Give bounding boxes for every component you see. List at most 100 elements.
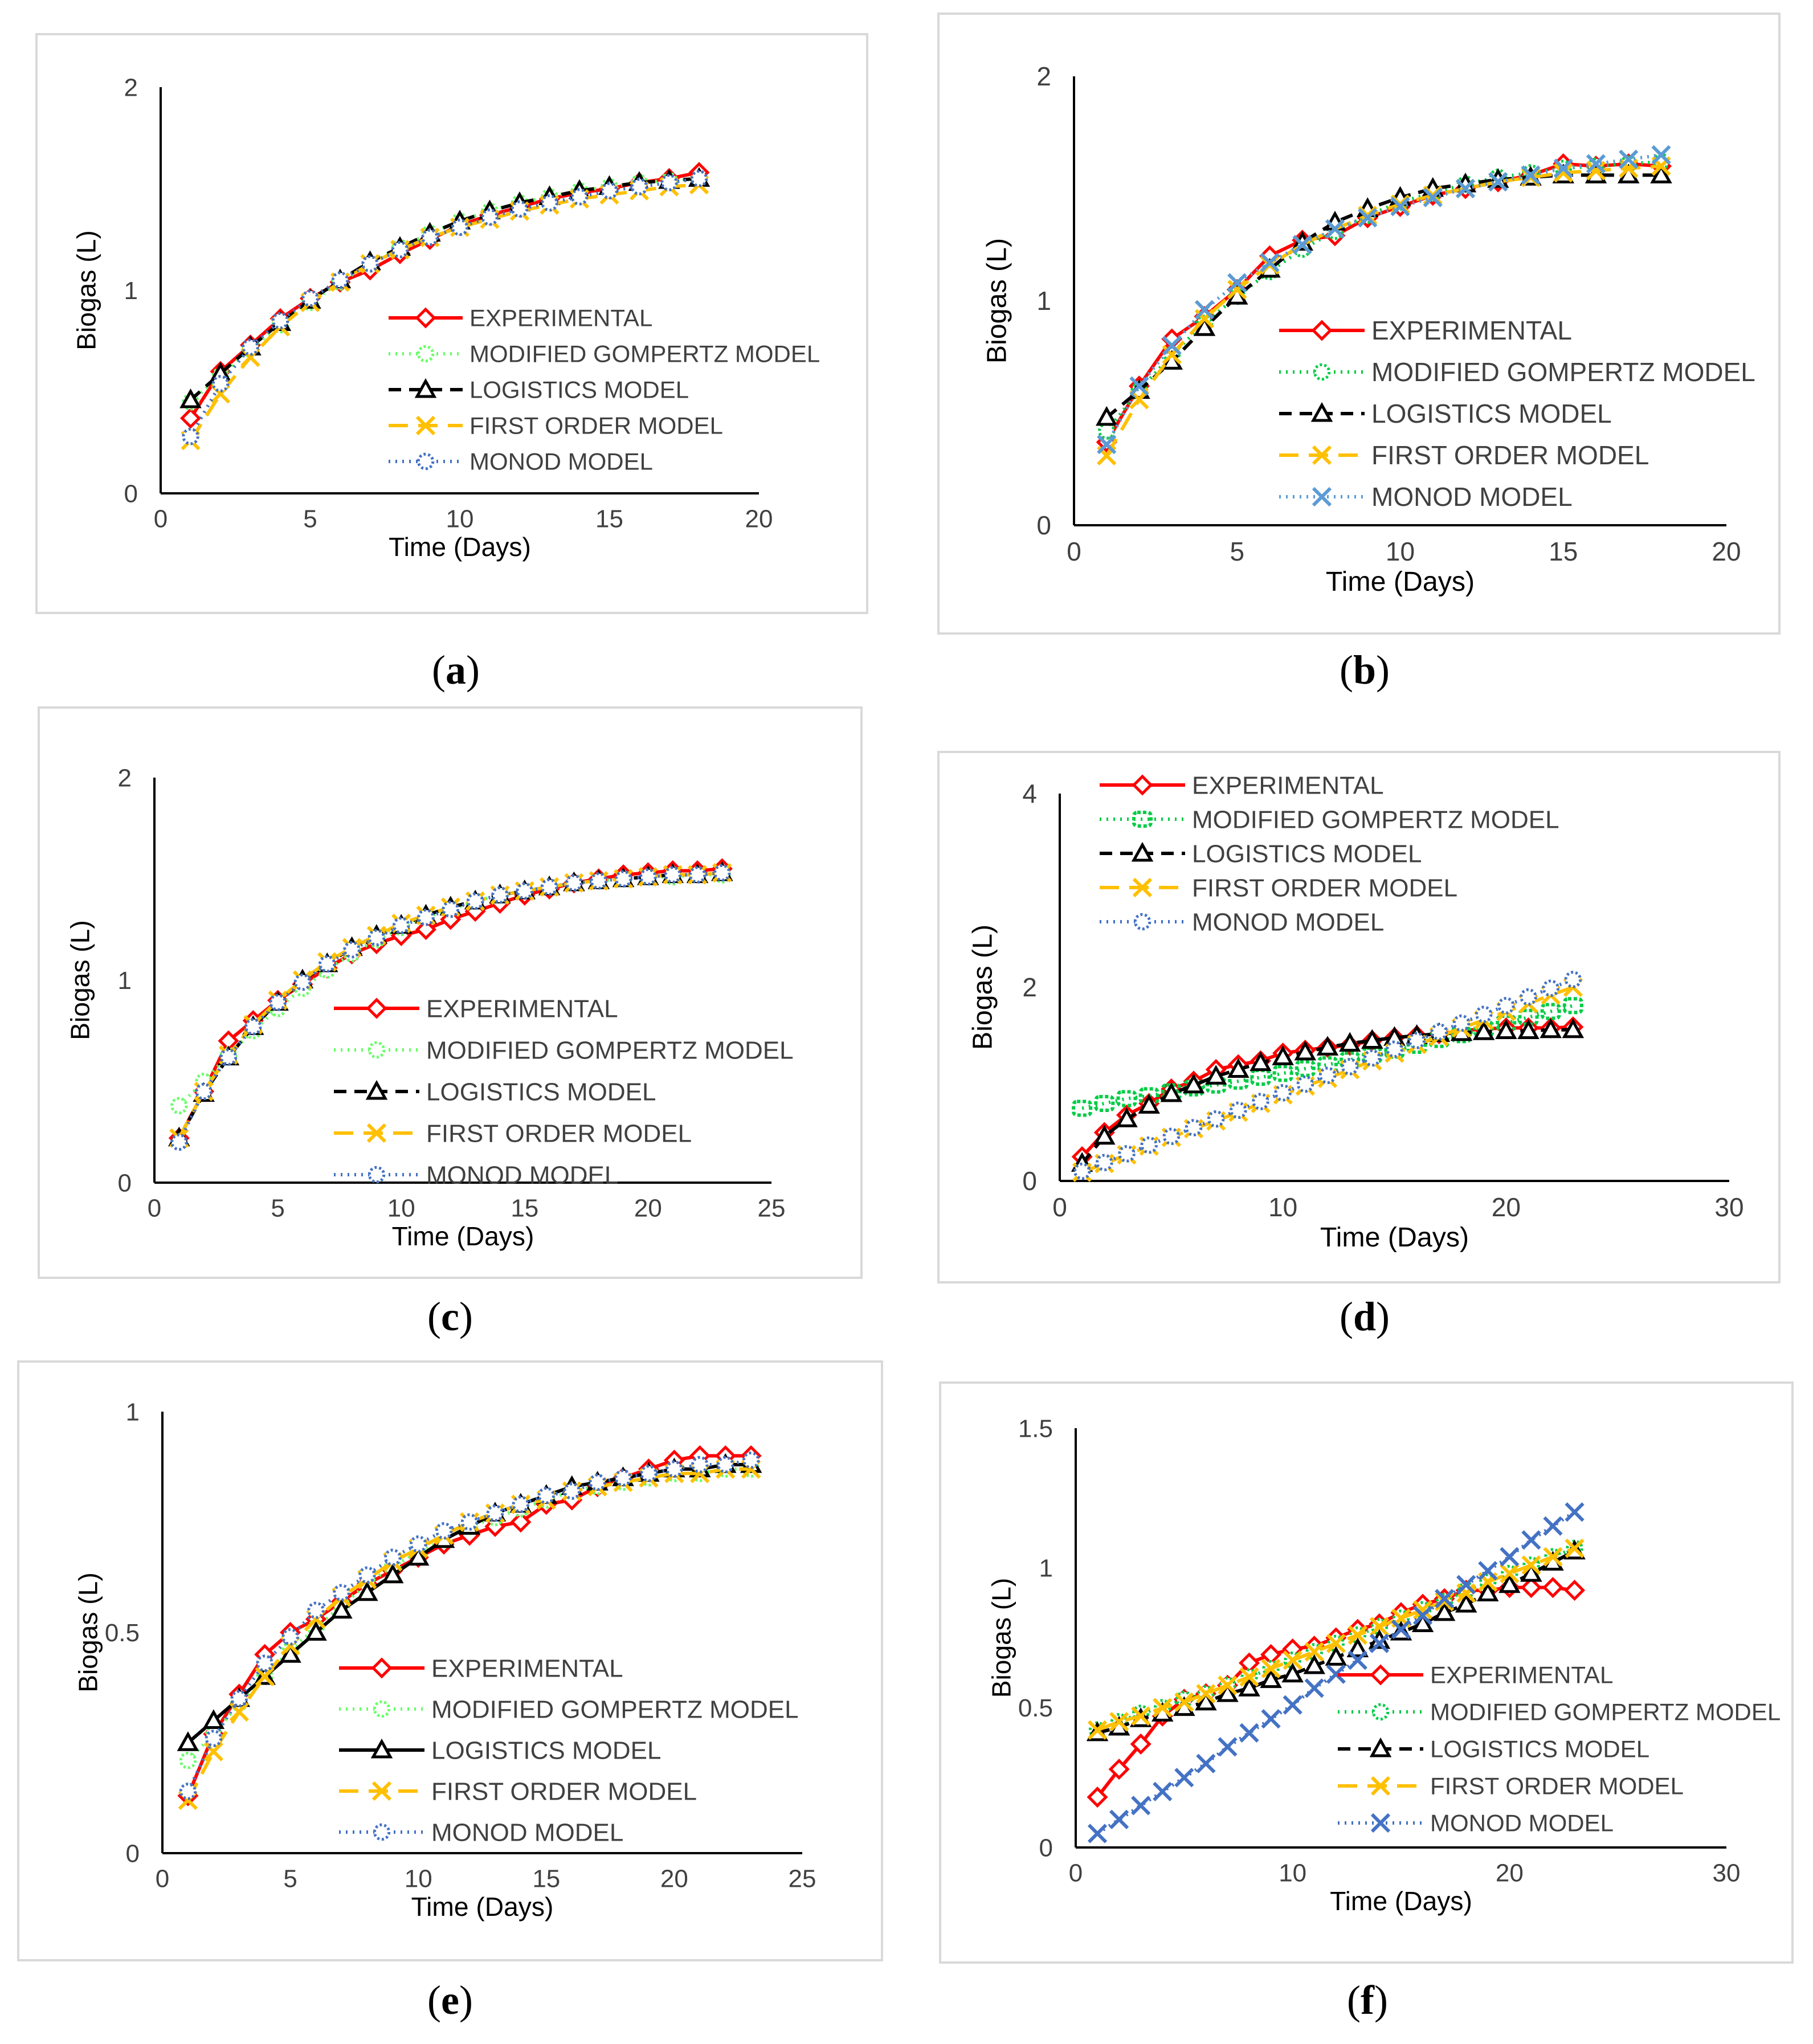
data-point	[1472, 1020, 1495, 1040]
data-point	[486, 1505, 504, 1522]
y-tick-label: 0.5	[1018, 1694, 1053, 1722]
legend-item: EXPERIMENTAL	[1100, 771, 1384, 799]
series-line	[189, 177, 700, 403]
legend-marker	[368, 1041, 386, 1059]
series-experimental	[1087, 1577, 1586, 1808]
caption-a: (a)	[432, 647, 480, 693]
x-tick-label: 10	[1268, 1192, 1297, 1222]
data-point	[601, 182, 618, 200]
legend-item: LOGISTICS MODEL	[1100, 840, 1422, 868]
data-point	[1196, 1753, 1216, 1773]
series-modified-gompertz-model	[1098, 153, 1670, 440]
data-point	[1228, 1072, 1249, 1090]
legend-marker	[1369, 1737, 1392, 1757]
data-point	[417, 909, 435, 926]
data-point	[1520, 1561, 1542, 1582]
data-point	[1521, 1530, 1541, 1550]
x-tick-label: 0	[1067, 537, 1081, 566]
legend-label: EXPERIMENTAL	[1430, 1662, 1613, 1689]
data-point	[305, 1621, 327, 1641]
legend-item: LOGISTICS MODEL	[1279, 399, 1612, 428]
legend-label: MODIFIED GOMPERTZ MODEL	[1371, 357, 1755, 387]
data-point	[1204, 1065, 1227, 1085]
data-point	[415, 919, 437, 941]
x-tick-label: 15	[595, 505, 623, 533]
data-point	[1423, 187, 1443, 207]
legend-item: MONOD MODEL	[1338, 1810, 1614, 1837]
x-tick-label: 10	[387, 1194, 415, 1222]
x-tick-label: 0	[154, 505, 168, 533]
data-point	[293, 973, 312, 991]
axes: 0 10 20 30 0 0.5 1 1.5	[1018, 1415, 1741, 1887]
data-point	[1304, 1642, 1324, 1662]
data-point	[688, 866, 707, 884]
data-point	[182, 427, 199, 445]
data-point	[640, 1465, 658, 1482]
data-point	[179, 388, 202, 408]
data-point	[1281, 1662, 1304, 1683]
legend-item: EXPERIMENTAL	[334, 995, 618, 1023]
data-point	[1452, 1014, 1471, 1032]
x-tick-label: 5	[271, 1194, 284, 1222]
data-point	[1218, 1675, 1238, 1695]
legend-label: MONOD MODEL	[1430, 1810, 1614, 1837]
data-point	[391, 240, 409, 259]
data-point	[511, 200, 529, 218]
x-tick-label: 0	[1069, 1859, 1083, 1887]
legend-label: MODIFIED GOMPERTZ MODEL	[426, 1036, 794, 1064]
chart-a: 0 5 10 15 20 0 1 2 Time (Days) Biogas (L) EXPERIME…	[72, 73, 820, 562]
data-point	[244, 1018, 262, 1036]
data-point	[1540, 1018, 1562, 1039]
data-point	[1185, 1119, 1203, 1137]
data-point	[1261, 1658, 1281, 1679]
data-point	[1488, 172, 1508, 192]
data-point	[205, 1730, 223, 1747]
data-point	[1553, 158, 1573, 178]
data-point	[1216, 1682, 1239, 1702]
data-point	[639, 868, 657, 886]
data-point	[1518, 1008, 1539, 1026]
x-tick-label: 20	[660, 1865, 688, 1892]
data-point	[1411, 1612, 1434, 1632]
y-tick-label: 0.5	[105, 1619, 140, 1647]
data-point	[255, 1666, 275, 1687]
data-point	[1303, 1654, 1325, 1674]
legend-marker	[414, 378, 437, 398]
data-point	[1138, 1094, 1160, 1114]
legend-marker	[415, 307, 436, 329]
data-point	[343, 941, 361, 959]
x-tick-label: 5	[283, 1865, 297, 1892]
chart-c: 0 5 10 15 20 25 0 1 2 Time (Days) Biogas (L) EXPERI…	[66, 764, 794, 1251]
data-point	[491, 886, 509, 904]
legend-marker	[1370, 1664, 1391, 1686]
data-point	[1193, 316, 1216, 336]
y-tick-label: 4	[1022, 779, 1037, 808]
data-point	[1562, 1018, 1585, 1039]
data-point	[1109, 1712, 1129, 1732]
data-point	[318, 955, 336, 973]
data-point	[1341, 1058, 1359, 1076]
data-point	[1195, 1690, 1217, 1711]
legend-label: FIRST ORDER MODEL	[431, 1777, 697, 1805]
legend-item: LOGISTICS MODEL	[389, 377, 689, 403]
data-point	[1138, 1087, 1159, 1105]
x-tick-label: 10	[405, 1865, 432, 1892]
data-point	[1227, 273, 1247, 293]
data-point	[242, 338, 259, 356]
axes: 0 10 20 30 0 2 4	[1022, 779, 1743, 1222]
data-point	[1543, 1516, 1563, 1536]
legend-label: LOGISTICS MODEL	[1371, 399, 1612, 428]
data-point	[1087, 1787, 1108, 1808]
data-point	[1093, 1125, 1116, 1145]
data-point	[1118, 1145, 1136, 1163]
y-axis-title: Biogas (L)	[72, 230, 101, 350]
data-point	[1196, 1684, 1216, 1704]
series-line	[186, 1467, 752, 1801]
data-point	[1272, 1065, 1293, 1082]
x-tick-label: 0	[156, 1865, 169, 1892]
data-point	[435, 1522, 453, 1540]
legend-label: LOGISTICS MODEL	[426, 1078, 656, 1106]
data-point	[1182, 1073, 1205, 1094]
data-point	[1250, 1051, 1272, 1072]
legend-marker	[1371, 1703, 1390, 1721]
